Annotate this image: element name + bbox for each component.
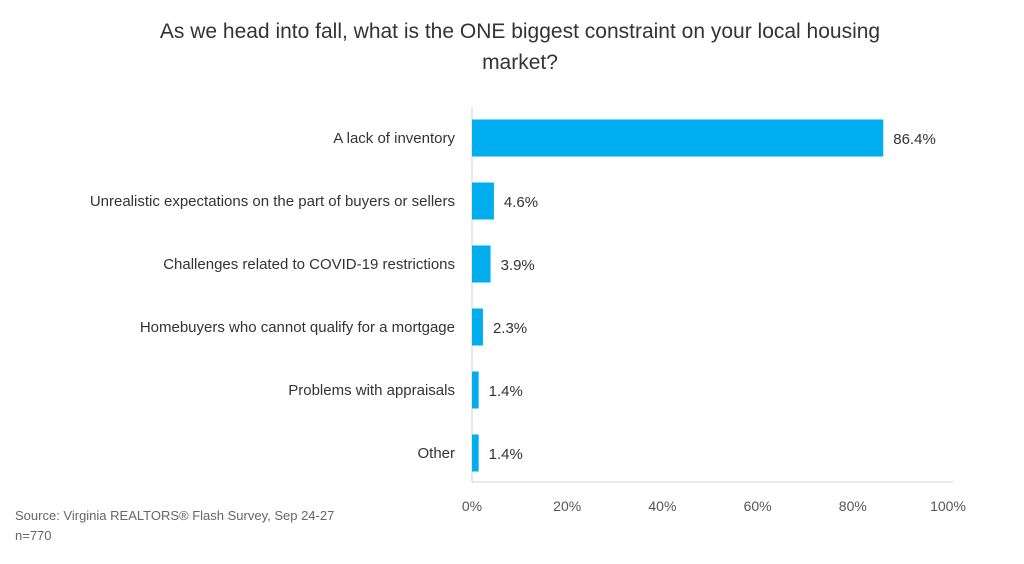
bar (472, 119, 884, 157)
chart-title: As we head into fall, what is the ONE bi… (159, 20, 881, 74)
category-label: Unrealistic expectations on the part of … (90, 193, 455, 210)
data-label: 1.4% (489, 383, 523, 400)
data-label: 3.9% (501, 257, 535, 274)
x-tick-label: 20% (553, 498, 581, 514)
source-note: Source: Virginia REALTORS® Flash Survey,… (15, 506, 334, 546)
x-tick-label: 100% (930, 498, 966, 514)
bar (472, 245, 491, 283)
category-label: Homebuyers who cannot qualify for a mort… (140, 319, 455, 336)
category-label: A lack of inventory (333, 130, 455, 147)
sample-size: n=770 (15, 528, 52, 543)
x-tick-label: 60% (744, 498, 772, 514)
x-tick-label: 0% (462, 498, 482, 514)
category-label: Challenges related to COVID-19 restricti… (163, 256, 455, 273)
bar (472, 308, 483, 346)
bar (472, 182, 494, 220)
data-label: 2.3% (493, 320, 527, 337)
x-tick-label: 80% (839, 498, 867, 514)
bar (472, 434, 479, 472)
data-label: 1.4% (489, 446, 523, 463)
x-tick-label: 40% (648, 498, 676, 514)
category-label: Problems with appraisals (288, 382, 455, 399)
data-label: 86.4% (893, 131, 936, 148)
data-label: 4.6% (504, 194, 538, 211)
bar (472, 371, 479, 409)
source-text: Source: Virginia REALTORS® Flash Survey,… (15, 508, 335, 523)
category-label: Other (417, 445, 455, 462)
